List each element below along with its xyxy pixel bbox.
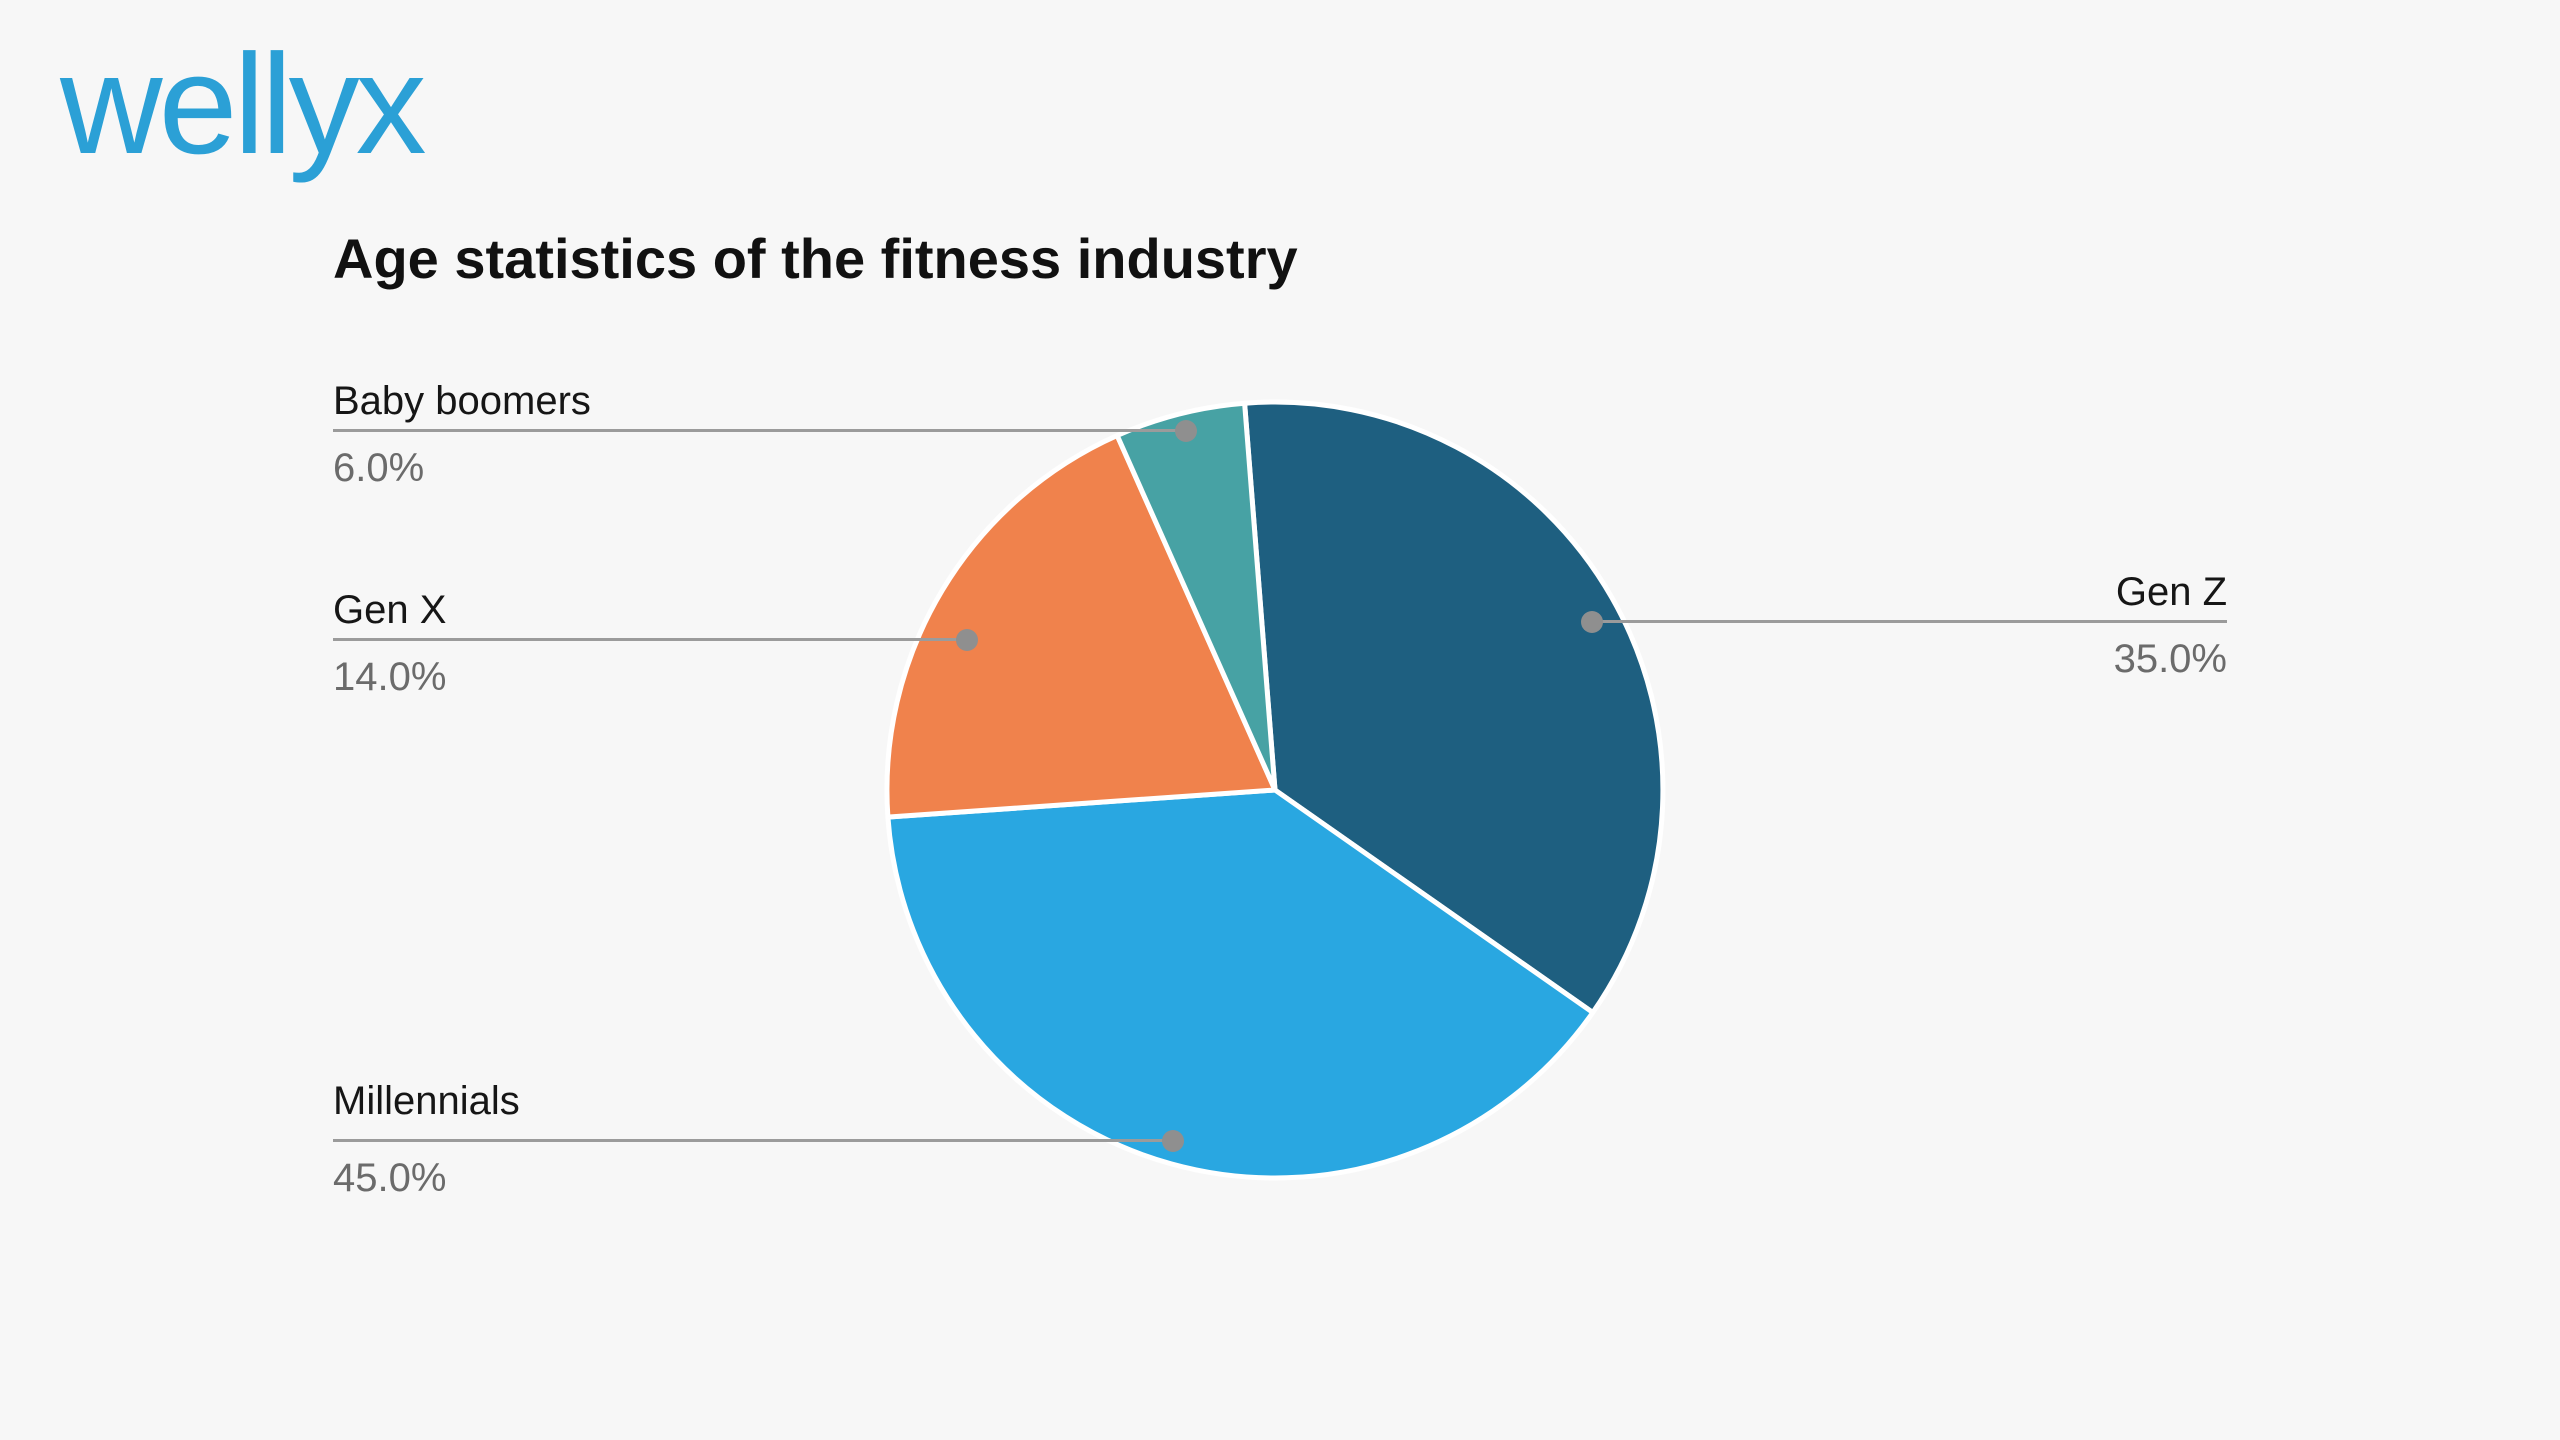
- slice-value-baby-boomers: 6.0%: [333, 446, 425, 490]
- slice-label-baby-boomers: Baby boomers: [333, 379, 591, 423]
- wellyx-logo: wellyx: [60, 25, 427, 184]
- leader-dot-baby-boomers: [1175, 419, 1197, 442]
- leader-line-baby-boomers: [333, 419, 1197, 442]
- pie-slice-millennials: [885, 787, 1596, 1181]
- leader-dot-gen-x: [956, 628, 978, 651]
- leader-line-millennials: [333, 1129, 1184, 1152]
- leader-dot-millennials: [1162, 1129, 1184, 1152]
- leader-line-gen-z: [1581, 610, 2227, 633]
- slice-value-gen-z: 35.0%: [2113, 637, 2227, 681]
- leader-dot-gen-z: [1581, 610, 1603, 633]
- slice-value-gen-x: 14.0%: [333, 655, 447, 699]
- pie-slice-gen-x: [884, 433, 1278, 820]
- slice-label-gen-x: Gen X: [333, 588, 447, 632]
- slice-label-gen-z: Gen Z: [2115, 570, 2227, 614]
- pie-slice-baby-boomers: [1114, 400, 1278, 793]
- leader-line-gen-x: [333, 628, 978, 651]
- chart-title: Age statistics of the fitness industry: [333, 227, 1298, 290]
- pie-slice-gen-z: [1242, 399, 1666, 1015]
- slice-value-millennials: 45.0%: [333, 1156, 447, 1200]
- slice-label-millennials: Millennials: [333, 1079, 520, 1123]
